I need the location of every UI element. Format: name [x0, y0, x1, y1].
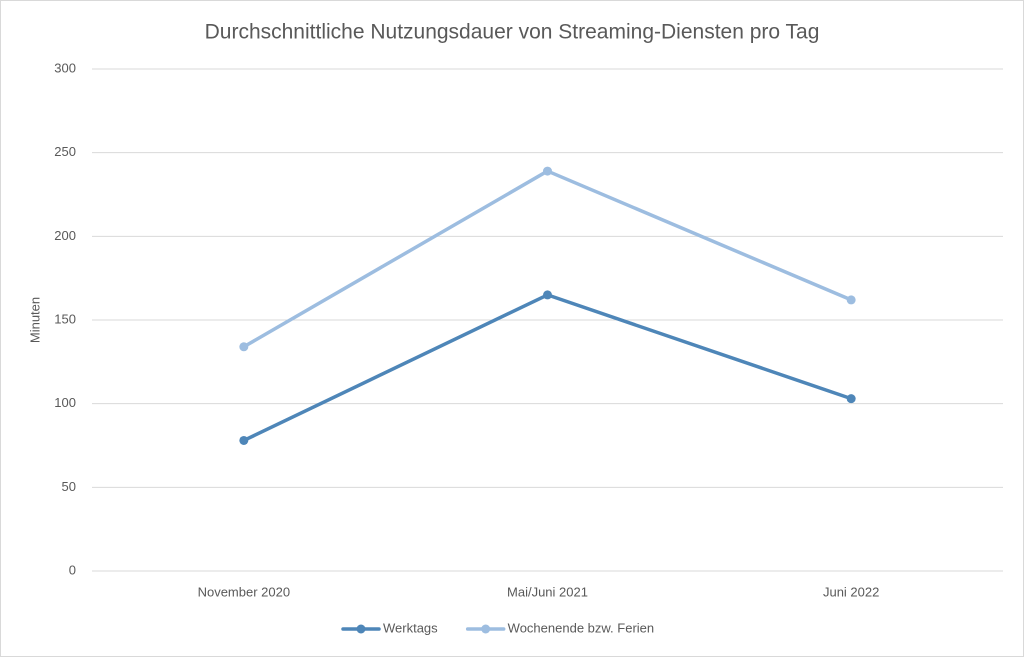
- y-tick-label: 100: [54, 395, 76, 410]
- chart-title: Durchschnittliche Nutzungsdauer von Stre…: [205, 21, 820, 44]
- data-point: [543, 290, 552, 300]
- legend-marker: [481, 624, 491, 634]
- y-tick-label: 0: [69, 562, 76, 577]
- y-tick-label: 300: [54, 60, 76, 75]
- data-point: [239, 435, 249, 445]
- data-point: [846, 394, 856, 404]
- data-point: [846, 295, 856, 305]
- x-tick-label: Mai/Juni 2021: [507, 584, 588, 599]
- y-tick-label: 200: [54, 228, 76, 243]
- legend-label: Wochenende bzw. Ferien: [508, 620, 654, 635]
- x-tick-label: Juni 2022: [823, 584, 879, 599]
- legend-label: Werktags: [383, 620, 438, 635]
- data-point: [543, 166, 552, 176]
- legend-marker: [356, 624, 366, 634]
- x-tick-label: November 2020: [198, 584, 291, 599]
- y-tick-label: 150: [54, 311, 76, 326]
- y-axis-label: Minuten: [27, 297, 42, 343]
- data-point: [239, 342, 249, 352]
- y-tick-label: 250: [54, 144, 76, 159]
- y-tick-label: 50: [62, 479, 76, 494]
